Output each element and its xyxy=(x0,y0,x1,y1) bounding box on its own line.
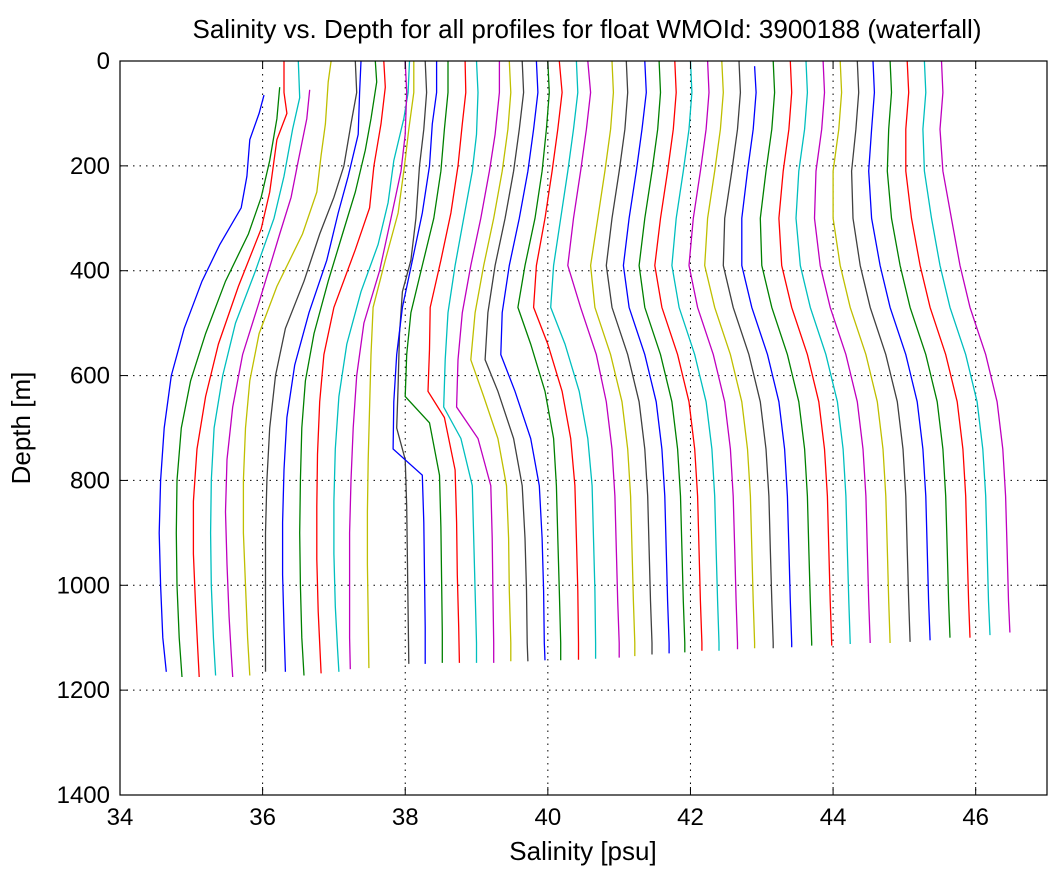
profile-line xyxy=(348,60,408,670)
profile-line xyxy=(759,60,813,646)
profile-line xyxy=(192,61,288,678)
profile-line xyxy=(224,89,311,678)
profile-line xyxy=(832,60,891,644)
profile-line xyxy=(404,61,449,663)
profile-line xyxy=(850,60,911,642)
chart-title: Salinity vs. Depth for all profiles for … xyxy=(193,14,982,44)
y-tick-label: 200 xyxy=(70,153,110,180)
profile-line xyxy=(654,60,703,651)
x-tick-label: 42 xyxy=(677,804,704,831)
x-tick-label: 36 xyxy=(249,804,276,831)
profile-line xyxy=(443,60,479,663)
profile-line xyxy=(622,60,670,654)
profile-line xyxy=(905,60,971,638)
y-tick-label: 1400 xyxy=(57,782,110,809)
profile-line xyxy=(922,60,991,636)
profile-line xyxy=(316,60,386,674)
profile-line xyxy=(605,60,653,655)
grid-lines xyxy=(120,61,1047,795)
x-tick-label: 44 xyxy=(820,804,847,831)
x-axis-label: Salinity [psu] xyxy=(509,836,656,866)
profile-line xyxy=(741,66,793,648)
profile-line xyxy=(264,60,358,672)
profile-line xyxy=(778,60,833,646)
x-tick-label: 38 xyxy=(392,804,419,831)
profile-line xyxy=(484,60,529,662)
profile-line xyxy=(175,87,281,678)
x-axis: 34 36 38 40 42 44 46 xyxy=(107,61,989,831)
plot-frame xyxy=(119,60,1048,796)
profile-line xyxy=(638,60,686,653)
profile-line xyxy=(500,60,546,661)
profile-line xyxy=(427,60,467,663)
profile-line xyxy=(209,60,301,676)
profile-line xyxy=(868,60,931,641)
profile-line xyxy=(396,60,428,664)
profile-line xyxy=(704,60,756,649)
x-tick-label: 34 xyxy=(107,804,134,831)
y-tick-label: 0 xyxy=(97,48,110,75)
y-tick-label: 1000 xyxy=(57,572,110,599)
x-tick-label: 46 xyxy=(962,804,989,831)
profile-line xyxy=(366,61,415,669)
profile-line xyxy=(939,60,1011,633)
y-tick-label: 800 xyxy=(70,467,110,494)
profile-line xyxy=(589,60,636,657)
y-axis: 0 200 400 600 800 1000 1200 1400 xyxy=(57,48,1047,809)
x-tick-label: 40 xyxy=(534,804,561,831)
profile-line xyxy=(281,60,362,672)
profile-line xyxy=(550,60,597,659)
profile-line xyxy=(886,60,951,638)
profile-line xyxy=(455,61,501,663)
y-tick-label: 600 xyxy=(70,363,110,390)
profile-series xyxy=(158,60,1011,678)
profile-line xyxy=(470,60,512,662)
y-tick-label: 1200 xyxy=(57,677,110,704)
profile-line xyxy=(813,60,871,644)
profile-line xyxy=(532,60,580,660)
profile-line xyxy=(517,60,562,661)
y-axis-label: Depth [m] xyxy=(6,372,36,485)
profile-line xyxy=(567,60,620,658)
profile-line xyxy=(299,60,378,676)
profile-line xyxy=(158,94,265,672)
profile-line xyxy=(688,60,739,650)
profile-line xyxy=(722,60,774,649)
profile-line xyxy=(392,61,438,664)
profile-line xyxy=(795,60,851,644)
profile-line xyxy=(242,60,332,676)
profile-line xyxy=(333,60,411,672)
y-tick-label: 400 xyxy=(70,258,110,285)
profile-line xyxy=(671,60,720,651)
